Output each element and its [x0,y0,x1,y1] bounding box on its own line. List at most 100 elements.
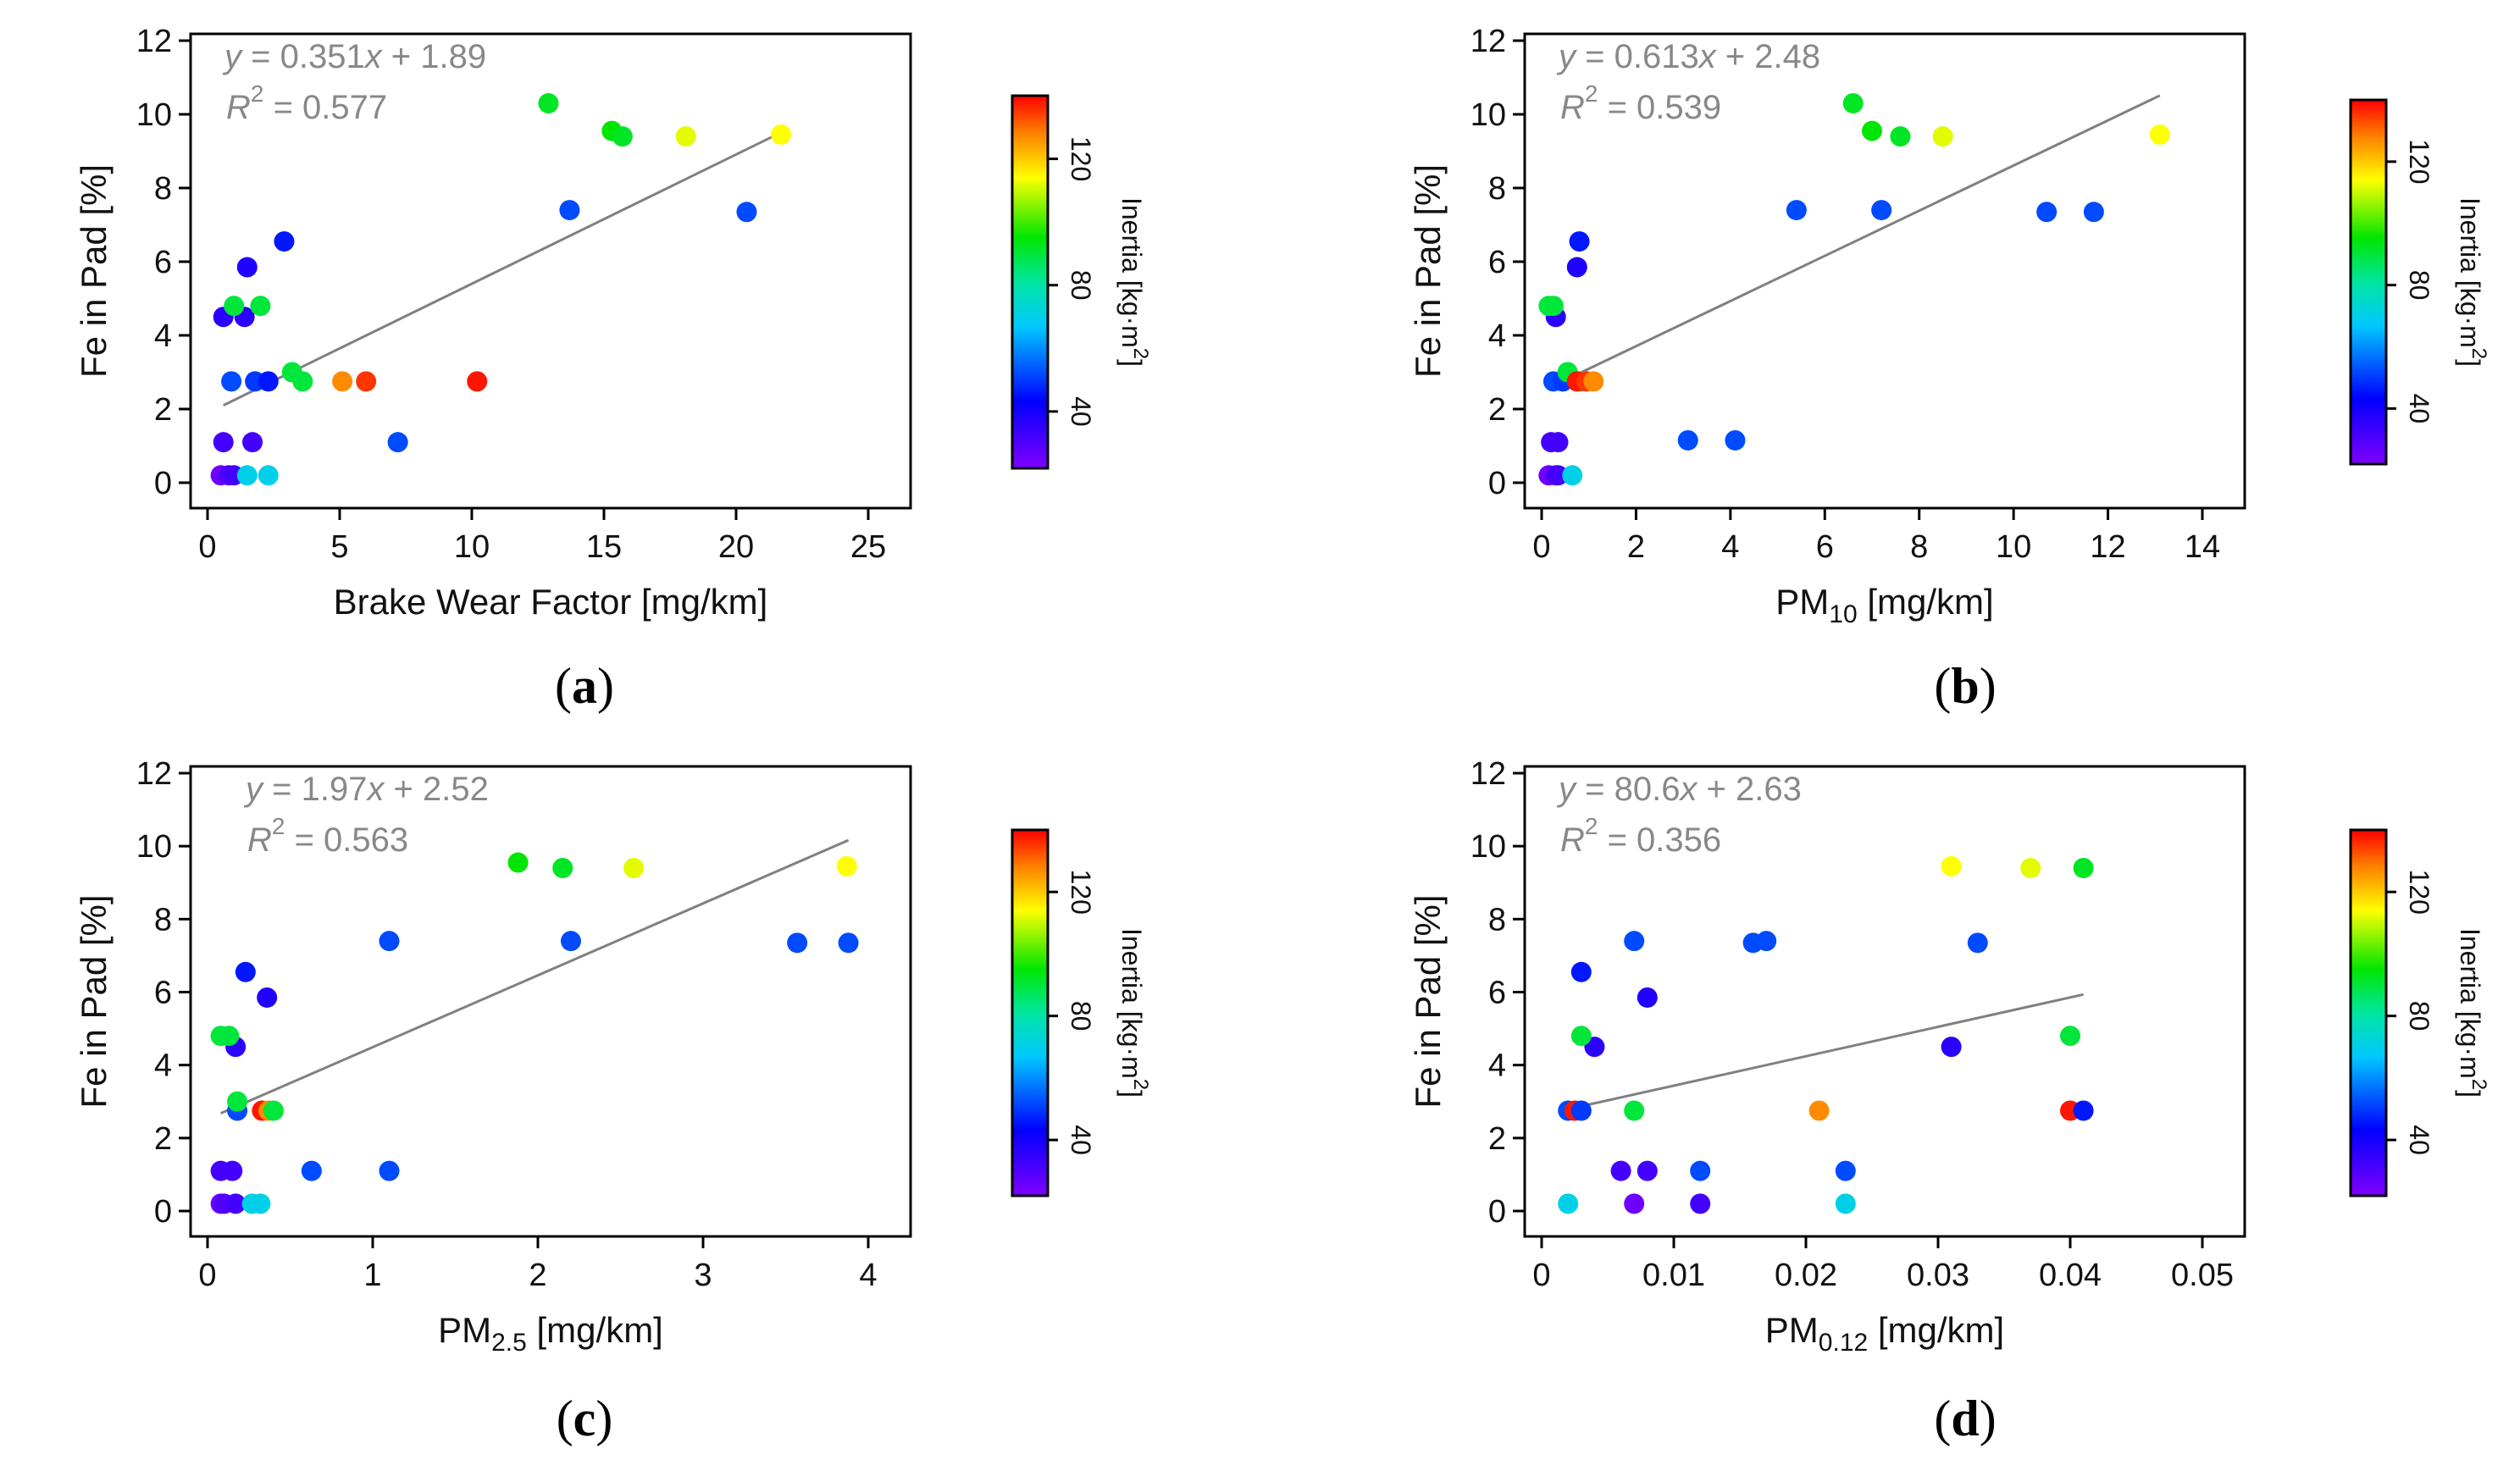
colorbar: 40 80 120 Inertia [kg·m2] [2349,98,2490,466]
regression-equation: y = 0.613x + 2.48 [1556,38,1820,75]
x-tick-label: 0.01 [1642,1258,1705,1293]
x-tick-label: 14 [2185,529,2220,565]
y-tick-label: 12 [1470,756,1506,792]
data-point [1871,200,1892,221]
y-tick-label: 6 [1488,245,1506,280]
y-tick-label: 10 [136,97,172,133]
x-tick-label: 15 [586,529,622,565]
panel-label: (c) [557,1391,613,1446]
colorbar-tick-label: 40 [2404,1125,2434,1155]
colorbar-label: Inertia [kg·m2] [2455,928,2490,1098]
colorbar-label: Inertia [kg·m2] [1116,197,1152,367]
plot-frame [189,32,912,510]
trend-line [1574,993,2084,1109]
colorbar-tick-label: 120 [2404,870,2434,915]
data-point [538,92,559,113]
y-tick-label: 4 [1488,318,1506,354]
colorbar-label: Inertia [kg·m2] [2455,197,2490,367]
x-tick-label: 25 [850,529,886,565]
data-point [221,371,242,392]
data-point [274,231,295,252]
x-tick-label: 4 [1721,529,1739,565]
plot-frame [1523,32,2246,510]
data-point [675,126,696,147]
y-tick-label: 8 [1488,171,1506,207]
data-point [2020,858,2041,879]
data-point [356,371,377,392]
data-point [258,465,279,486]
y-tick-label: 4 [1488,1048,1506,1084]
y-tick-label: 2 [154,1121,172,1157]
x-tick-label: 0 [1532,529,1550,565]
data-point [2060,1026,2080,1047]
data-point [1690,1193,1711,1214]
x-tick-label: 3 [694,1258,712,1293]
panel-label: (b) [1934,658,1996,714]
colorbar-tick-label: 120 [2404,139,2434,184]
x-tick-label: 0.05 [2171,1258,2234,1293]
x-tick-label: 1 [363,1258,381,1293]
y-tick-label: 6 [154,245,172,280]
colorbar-tick-label: 80 [1066,1001,1096,1031]
data-point [1624,1100,1645,1121]
data-point [387,432,408,453]
data-point [263,1100,284,1121]
y-tick-label: 2 [154,392,172,428]
x-tick-label: 6 [1816,529,1834,565]
data-point [222,1160,243,1181]
r-squared: R2 = 0.356 [1560,813,1721,859]
colorbar-gradient [2349,98,2388,466]
panel-a: 0 5 10 15 20 25 0 2 4 6 8 10 12 Brake Wear Factor [mg… [74,24,1152,714]
y-axis-label: Fe in Pad [%] [1408,894,1448,1108]
data-point [257,987,278,1008]
colorbar-gradient [1011,94,1050,470]
data-point [379,931,400,952]
data-point [1566,257,1587,278]
regression-equation: y = 1.97x + 2.52 [243,771,489,808]
x-axis-label: PM2.5 [mg/km] [438,1310,663,1357]
colorbar: 40 80 120 Inertia [kg·m2] [1011,828,1152,1197]
data-point [225,1193,246,1214]
data-point [1941,1037,1962,1058]
x-tick-label: 0 [198,1258,216,1293]
data-point [332,371,353,392]
colorbar-gradient [2349,828,2388,1197]
y-tick-label: 10 [1470,97,1506,133]
y-tick-label: 2 [1488,392,1506,428]
data-point [1542,296,1564,317]
regression-equation: y = 80.6x + 2.63 [1556,771,1802,808]
colorbar-tick-label: 40 [2404,394,2434,424]
x-tick-label: 10 [454,529,490,565]
data-point [1570,961,1592,982]
x-tick-label: 0.02 [1775,1258,1837,1293]
y-tick-label: 12 [136,756,172,792]
y-tick-label: 0 [1488,466,1506,501]
x-tick-label: 20 [718,529,754,565]
data-point [1835,1193,1856,1214]
data-point [2036,202,2058,223]
y-axis-label: Fe in Pad [%] [1408,164,1448,378]
colorbar-tick-label: 40 [1066,396,1096,427]
data-point [1562,465,1583,486]
x-tick-label: 4 [859,1258,877,1293]
data-point [1570,1100,1592,1121]
data-point [2149,124,2170,145]
data-point [379,1160,400,1181]
trend-line [220,838,850,1115]
data-point [236,257,258,278]
x-tick-label: 2 [529,1258,546,1293]
data-point [227,1091,248,1112]
y-tick-label: 6 [154,976,172,1011]
data-point [2073,1100,2094,1121]
y-tick-label: 8 [154,902,172,937]
data-point [1548,432,1569,453]
data-point [1569,231,1590,252]
data-point [2083,202,2104,223]
y-tick-label: 8 [154,171,172,207]
colorbar-gradient [1011,828,1050,1197]
data-point [1558,1193,1579,1214]
x-axis-label: PM10 [mg/km] [1775,582,1993,628]
y-tick-label: 0 [154,1194,172,1230]
data-point [258,371,279,392]
data-point [1842,92,1864,113]
